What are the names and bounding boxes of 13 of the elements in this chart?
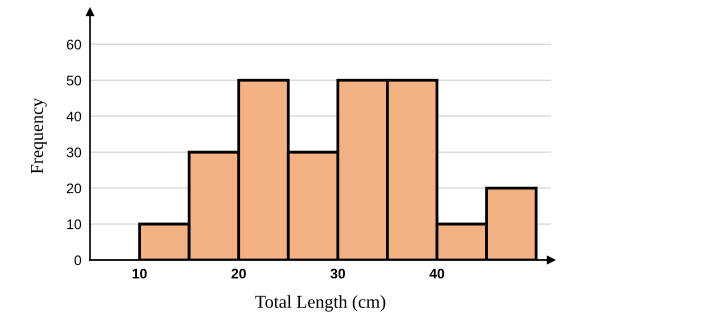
y-tick-label: 50 xyxy=(66,76,82,86)
x-tick-label: 10 xyxy=(132,268,147,279)
x-tick-label: 30 xyxy=(330,268,346,279)
x-axis-title: Total Length (cm) xyxy=(255,295,386,312)
y-tick-label: 30 xyxy=(66,148,82,158)
x-tick-label: 20 xyxy=(231,268,246,279)
y-tick-label: 0 xyxy=(74,255,82,266)
y-tick-label: 20 xyxy=(66,183,82,194)
y-axis-title: Frequency xyxy=(31,98,47,174)
x-tick-label: 40 xyxy=(429,268,444,279)
y-tick-label: 40 xyxy=(66,112,82,122)
y-tick-label: 60 xyxy=(66,40,82,50)
y-tick-label: 10 xyxy=(67,219,82,230)
